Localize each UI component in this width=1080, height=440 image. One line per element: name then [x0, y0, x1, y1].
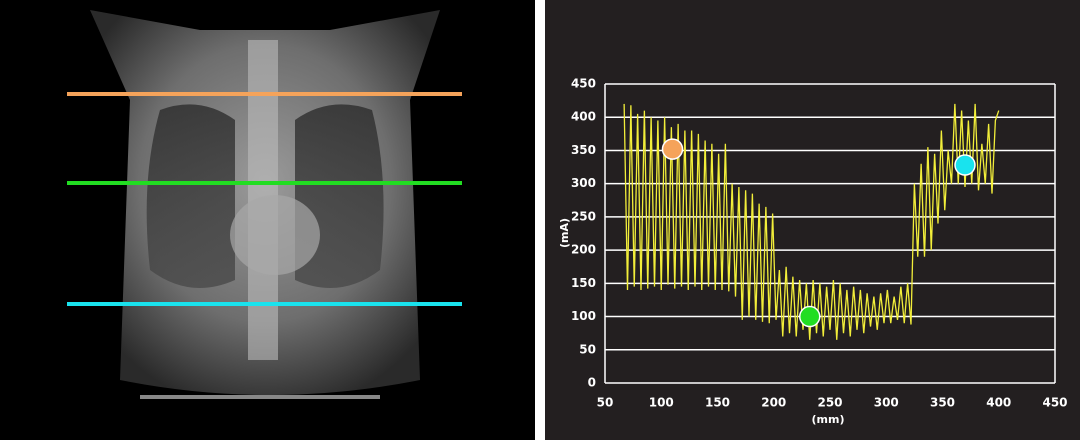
- chart-panel: [545, 0, 1080, 440]
- y-tick-label: 300: [571, 176, 596, 190]
- y-tick-label: 150: [571, 276, 596, 290]
- y-tick-label: 400: [571, 110, 596, 124]
- x-tick-label: 250: [817, 396, 842, 410]
- y-tick-label: 200: [571, 243, 596, 257]
- x-tick-label: 200: [761, 396, 786, 410]
- y-tick-label: 0: [588, 376, 596, 390]
- xray-image: [90, 10, 440, 399]
- y-tick-label: 50: [579, 342, 596, 356]
- y-tick-label: 250: [571, 209, 596, 223]
- y-tick-label: 450: [571, 77, 596, 91]
- x-tick-label: 50: [597, 396, 614, 410]
- x-tick-label: 150: [705, 396, 730, 410]
- x-tick-label: 400: [986, 396, 1011, 410]
- x-tick-label: 450: [1042, 396, 1067, 410]
- y-axis-label: (mA): [558, 218, 571, 248]
- y-tick-label: 350: [571, 143, 596, 157]
- x-axis-label: (mm): [812, 413, 845, 426]
- x-tick-label: 350: [930, 396, 955, 410]
- x-tick-label: 300: [874, 396, 899, 410]
- marker-point: [799, 305, 821, 328]
- marker-point: [661, 138, 684, 160]
- y-tick-label: 100: [571, 309, 596, 323]
- x-tick-label: 100: [649, 396, 674, 410]
- marker-point: [954, 154, 976, 176]
